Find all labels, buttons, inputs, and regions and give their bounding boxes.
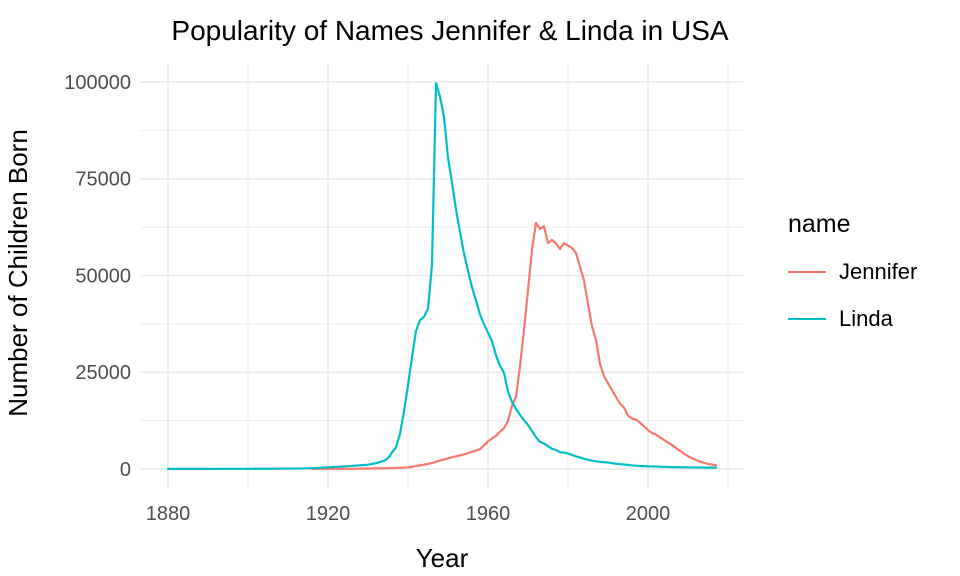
series-line-linda — [166, 82, 718, 470]
y-tick-label: 100000 — [64, 72, 131, 94]
legend: name Jennifer Linda — [788, 209, 917, 351]
series-line-jennifer — [310, 221, 718, 470]
x-tick-label: 2000 — [626, 503, 671, 525]
x-tick-label: 1960 — [466, 503, 511, 525]
legend-item-jennifer: Jennifer — [788, 257, 917, 287]
legend-label-linda: Linda — [839, 306, 893, 331]
y-tick-label: 25000 — [75, 362, 131, 384]
gridlines-major — [141, 64, 743, 488]
y-axis-title: Number of Children Born — [3, 129, 33, 417]
chart-title: Popularity of Names Jennifer & Linda in … — [171, 15, 728, 46]
y-tick-label: 50000 — [75, 265, 131, 287]
legend-title: name — [788, 210, 851, 238]
y-tick-label: 75000 — [75, 169, 131, 191]
y-tick-label: 0 — [120, 459, 131, 481]
series-lines — [166, 82, 718, 470]
legend-label-jennifer: Jennifer — [839, 259, 918, 284]
tick-labels: 0 25000 50000 75000 100000 1880 1920 1960 2000 — [64, 72, 670, 525]
x-axis-title: Year — [416, 543, 469, 573]
legend-key-jennifer-line — [788, 271, 826, 273]
legend-item-linda: Linda — [788, 304, 917, 334]
x-tick-label: 1880 — [146, 503, 191, 525]
legend-key-linda-line — [788, 318, 826, 320]
legend-items: Jennifer Linda — [788, 257, 917, 334]
x-tick-label: 1920 — [306, 503, 351, 525]
